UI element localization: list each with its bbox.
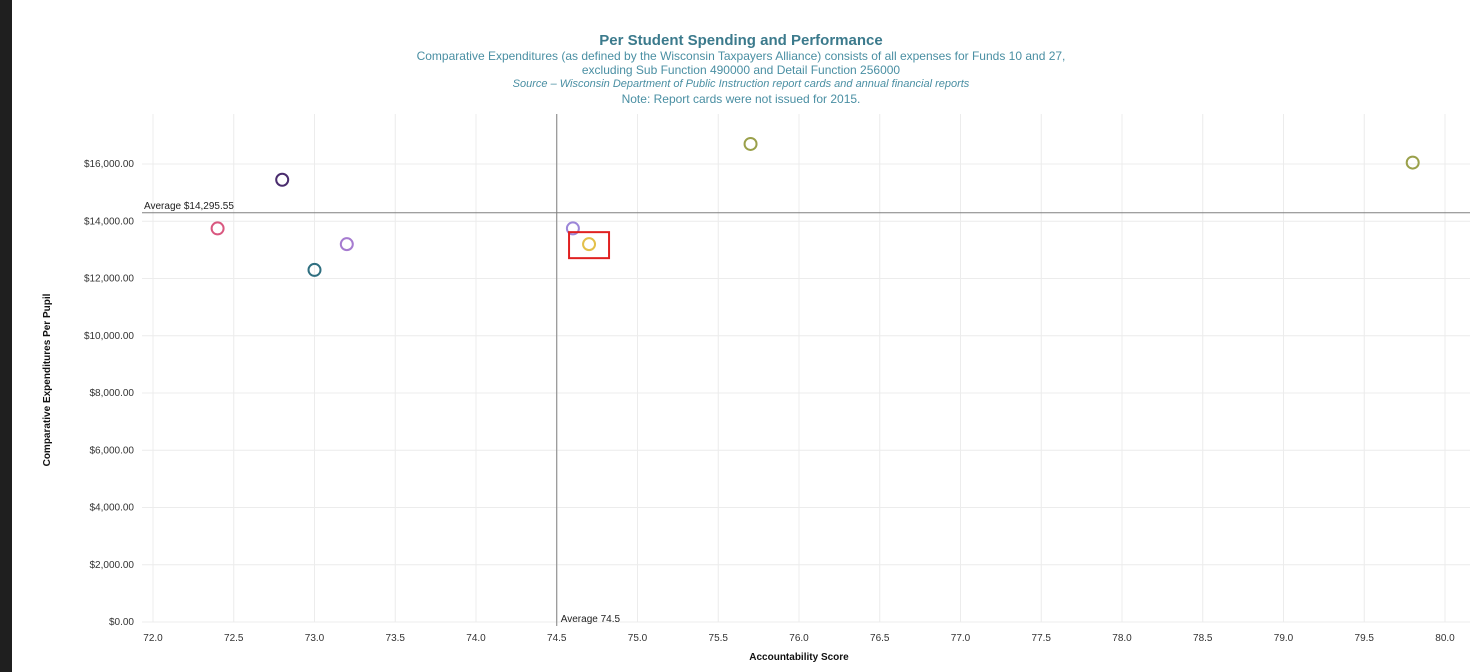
x-tick-label: 76.0 [789, 633, 809, 644]
data-point [307, 262, 322, 277]
x-tick-label: 72.5 [224, 633, 244, 644]
y-tick-label: $2,000.00 [90, 560, 135, 571]
chart-source: Source – Wisconsin Department of Public … [512, 78, 970, 90]
y-tick-label: $8,000.00 [90, 388, 135, 399]
chart-panel: Per Student Spending and Performance Com… [12, 0, 1470, 672]
average-x-label: Average 74.5 [561, 614, 621, 625]
x-axis-title: Accountability Score [749, 652, 849, 663]
data-point [743, 136, 758, 151]
x-tick-label: 73.5 [386, 633, 406, 644]
highlight-box [568, 231, 611, 260]
x-tick-label: 74.0 [466, 633, 486, 644]
y-axis-title: Comparative Expenditures Per Pupil [42, 293, 53, 466]
x-tick-label: 78.0 [1112, 633, 1132, 644]
chart-note: Note: Report cards were not issued for 2… [621, 92, 861, 106]
scatter-chart: 72.0 72.5 73.0 73.5 74.0 74.5 75.0 75.5 76.0 76.5… [42, 114, 1470, 663]
chart-subtitle-line-2: excluding Sub Function 490000 and Detail… [581, 63, 901, 77]
y-tick-label: $4,000.00 [90, 503, 135, 514]
data-point [275, 172, 290, 187]
x-tick-label: 74.5 [547, 633, 567, 644]
data-point [1405, 155, 1420, 170]
x-tick-label: 78.5 [1193, 633, 1213, 644]
x-tick-label: 73.0 [305, 633, 325, 644]
data-point [339, 237, 354, 252]
x-tick-label: 77.5 [1032, 633, 1052, 644]
y-tick-label: $16,000.00 [84, 159, 134, 170]
y-tick-label: $0.00 [109, 617, 134, 628]
data-point [565, 221, 580, 236]
x-tick-label: 79.5 [1355, 633, 1375, 644]
x-tick-label: 72.0 [143, 633, 163, 644]
x-tick-label: 75.5 [709, 633, 729, 644]
x-tick-label: 79.0 [1274, 633, 1294, 644]
y-tick-label: $14,000.00 [84, 216, 134, 227]
x-tick-label: 80.0 [1435, 633, 1455, 644]
data-point [210, 221, 225, 236]
y-tick-label: $6,000.00 [90, 445, 135, 456]
y-tick-label: $10,000.00 [84, 331, 134, 342]
x-tick-label: 76.5 [870, 633, 890, 644]
x-tick-label: 75.0 [628, 633, 648, 644]
y-tick-label: $12,000.00 [84, 274, 134, 285]
data-point [582, 237, 597, 252]
chart-title: Per Student Spending and Performance [599, 32, 883, 49]
average-y-label: Average $14,295.55 [144, 201, 234, 212]
chart-subtitle-line-1: Comparative Expenditures (as defined by … [416, 49, 1066, 63]
x-tick-label: 77.0 [951, 633, 971, 644]
